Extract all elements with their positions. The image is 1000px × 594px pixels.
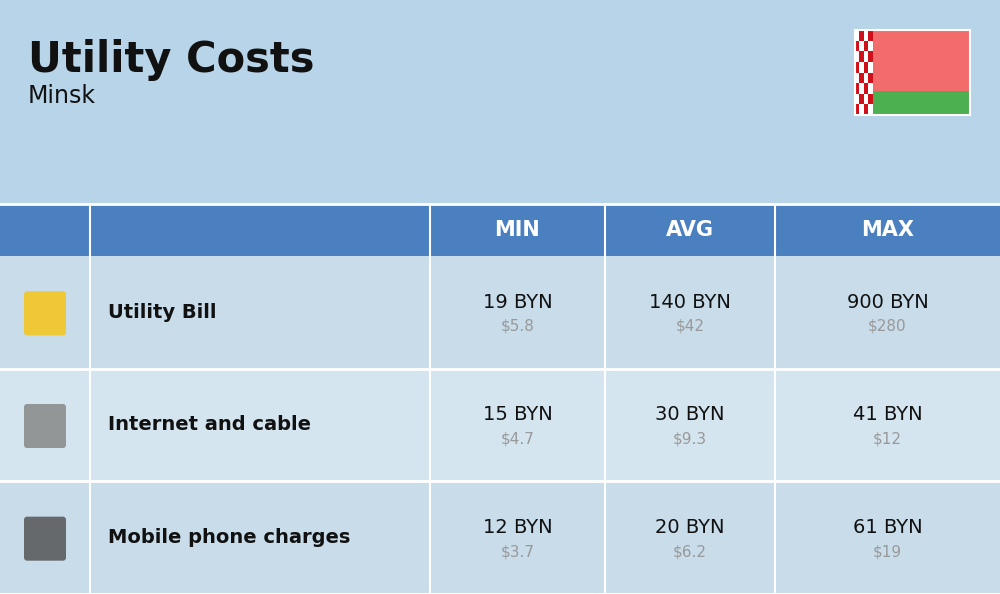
Bar — [868, 94, 873, 105]
Text: Minsk: Minsk — [28, 84, 96, 108]
Text: $19: $19 — [873, 544, 902, 559]
Bar — [868, 72, 873, 83]
FancyBboxPatch shape — [24, 404, 66, 448]
Bar — [859, 51, 864, 62]
Text: $3.7: $3.7 — [501, 544, 534, 559]
Text: 140 BYN: 140 BYN — [649, 293, 731, 312]
Text: Utility Bill: Utility Bill — [108, 303, 216, 322]
Bar — [864, 62, 868, 72]
Text: $4.7: $4.7 — [501, 431, 534, 447]
Text: 30 BYN: 30 BYN — [655, 406, 725, 425]
Text: 12 BYN: 12 BYN — [483, 518, 552, 537]
Bar — [0, 481, 1000, 594]
Text: 20 BYN: 20 BYN — [655, 518, 725, 537]
Text: AVG: AVG — [666, 220, 714, 240]
Bar — [855, 83, 859, 94]
Bar — [0, 256, 1000, 369]
Bar — [0, 369, 1000, 481]
Bar — [864, 40, 868, 51]
Bar — [855, 30, 873, 115]
Text: $5.8: $5.8 — [501, 319, 534, 334]
Text: MIN: MIN — [495, 220, 540, 240]
Text: 41 BYN: 41 BYN — [853, 406, 922, 425]
Bar — [868, 51, 873, 62]
Text: 15 BYN: 15 BYN — [483, 406, 552, 425]
Text: Mobile phone charges: Mobile phone charges — [108, 528, 350, 547]
Text: 900 BYN: 900 BYN — [847, 293, 928, 312]
Bar — [855, 30, 970, 115]
Text: $280: $280 — [868, 319, 907, 334]
Bar — [855, 105, 859, 115]
Bar — [859, 94, 864, 105]
Bar — [873, 30, 970, 91]
Bar — [855, 62, 859, 72]
Text: $12: $12 — [873, 431, 902, 447]
Text: Internet and cable: Internet and cable — [108, 415, 311, 434]
Bar — [864, 105, 868, 115]
Text: $9.3: $9.3 — [673, 431, 707, 447]
Bar — [859, 30, 864, 40]
Text: 61 BYN: 61 BYN — [853, 518, 922, 537]
Text: $6.2: $6.2 — [673, 544, 707, 559]
Text: 19 BYN: 19 BYN — [483, 293, 552, 312]
FancyBboxPatch shape — [24, 291, 66, 336]
Bar — [859, 72, 864, 83]
Bar — [855, 40, 859, 51]
Text: Utility Costs: Utility Costs — [28, 39, 314, 81]
FancyBboxPatch shape — [24, 517, 66, 561]
Bar — [864, 83, 868, 94]
Text: $42: $42 — [676, 319, 704, 334]
Bar — [0, 204, 1000, 256]
Bar — [873, 91, 970, 115]
Text: MAX: MAX — [861, 220, 914, 240]
Bar — [868, 30, 873, 40]
